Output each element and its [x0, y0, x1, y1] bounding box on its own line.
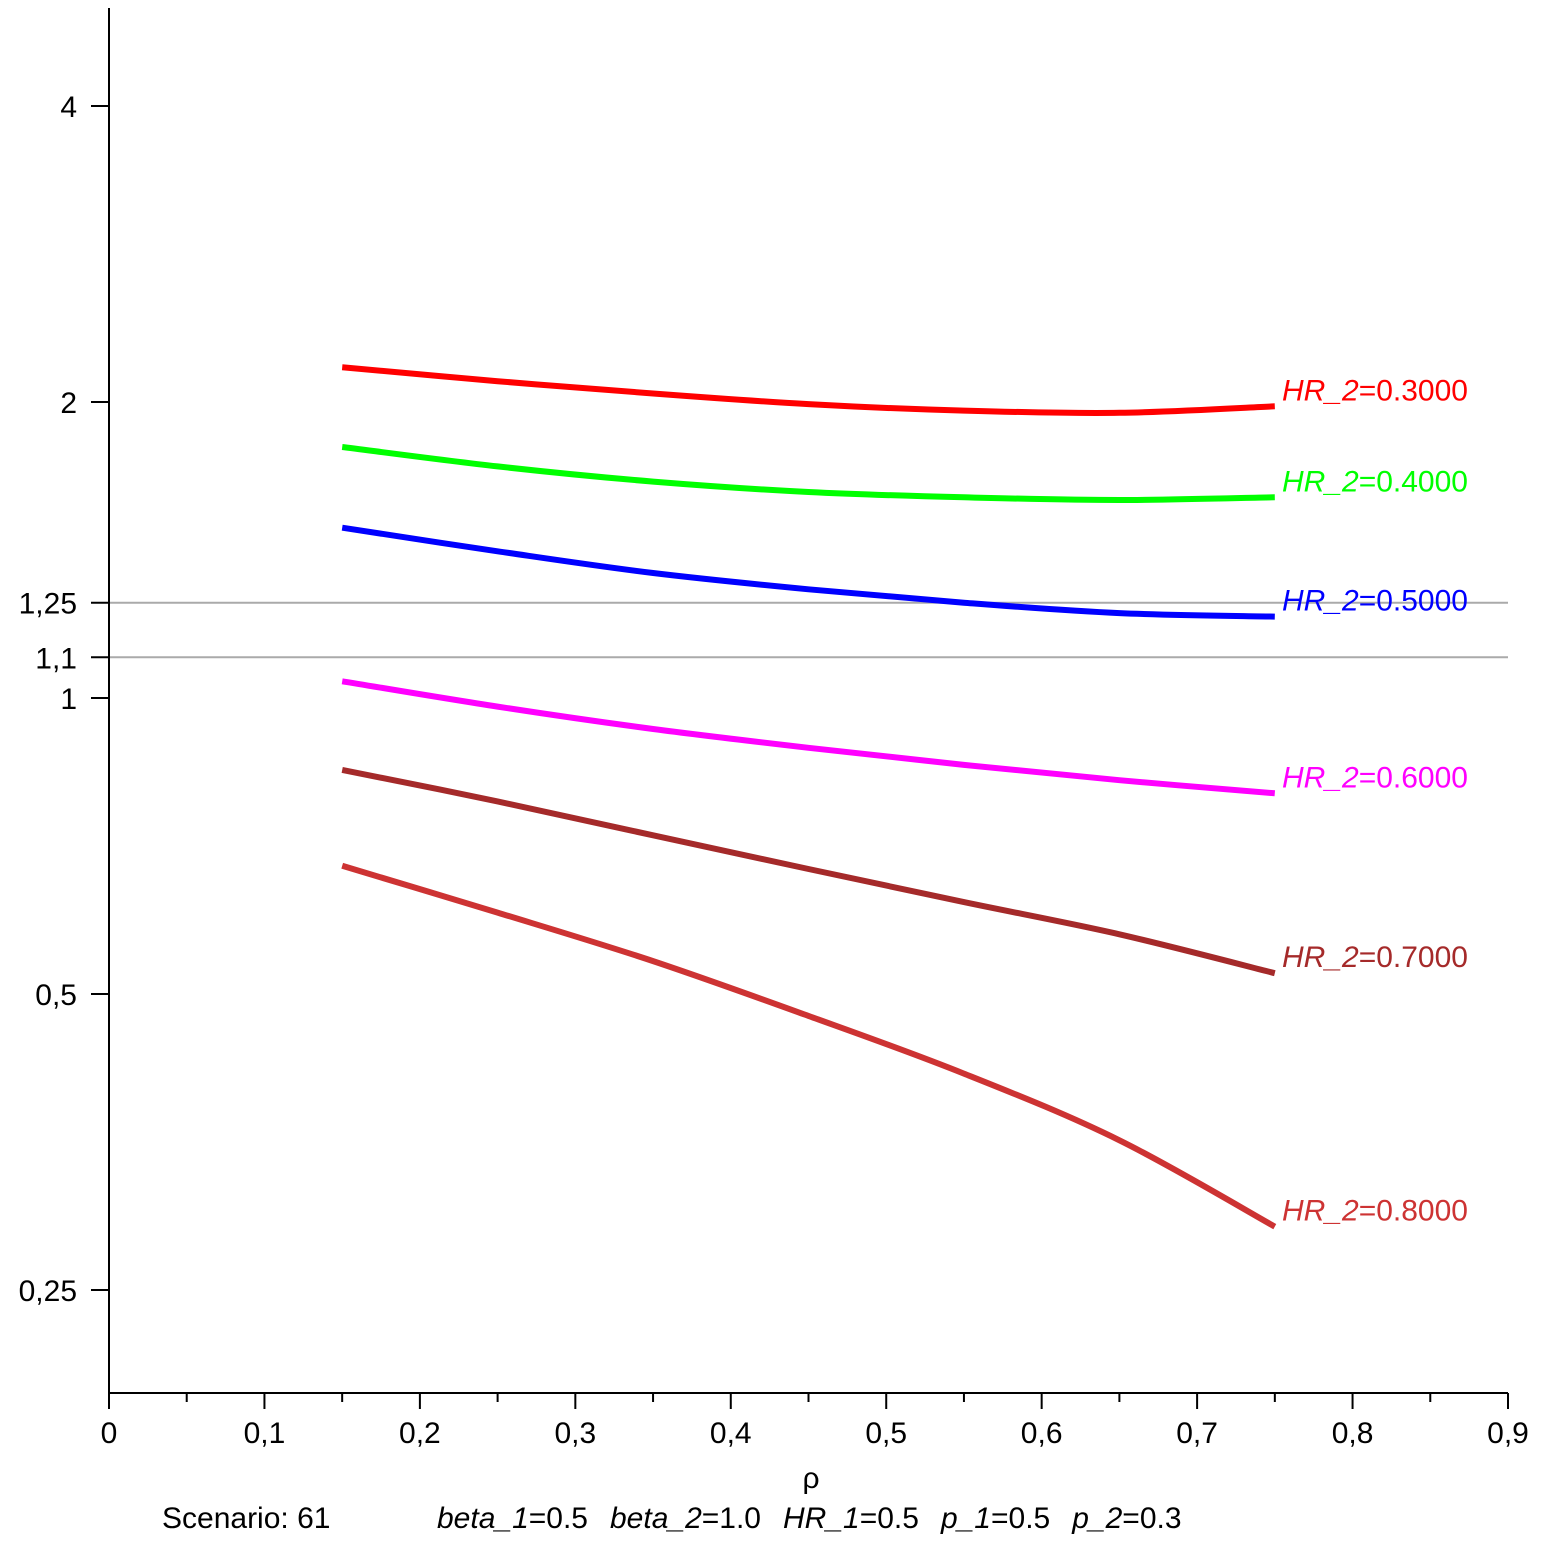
series-line-3 [341, 524, 1275, 620]
y-tick-label: 0,25 [19, 1275, 77, 1308]
series-label-value: =0.8000 [1359, 1195, 1468, 1228]
y-tick-label: 1,25 [19, 588, 77, 621]
series-label-value: =0.5000 [1359, 585, 1468, 618]
caption-scenario: Scenario: 61 [162, 1502, 330, 1535]
series-label-var: HR_2 [1282, 1195, 1359, 1228]
axes: 0 0,1 0,2 0,3 0,4 0,5 0,6 0,7 0,8 0,9 4 2 1,25 1,1 1 0,… [19, 8, 1529, 1450]
series-label-2: HR_2=0.4000 [1282, 465, 1468, 498]
series-line-1 [341, 364, 1275, 416]
y-tick-label: 4 [60, 91, 77, 124]
x-tick-label: 0,4 [710, 1417, 752, 1450]
series-line-2 [341, 444, 1275, 503]
series-label-value: =0.4000 [1359, 465, 1468, 498]
caption-param-value: =1.0 [702, 1502, 761, 1535]
series-label-value: =0.7000 [1359, 941, 1468, 974]
series-label-3: HR_2=0.5000 [1282, 585, 1468, 618]
x-tick-label: 0,7 [1176, 1417, 1218, 1450]
x-tick-label: 0,1 [244, 1417, 286, 1450]
series-label-6: HR_2=0.8000 [1282, 1195, 1468, 1228]
series-line-6 [341, 862, 1277, 1230]
series-label-1: HR_2=0.3000 [1282, 374, 1468, 407]
series-label-value: =0.6000 [1359, 761, 1468, 794]
caption-param-name: p_1 [940, 1502, 991, 1535]
series-label-5: HR_2=0.7000 [1282, 941, 1468, 974]
reference-lines [109, 601, 1508, 659]
x-tick-label: 0,6 [1021, 1417, 1063, 1450]
chart-caption: Scenario: 61 beta_1=0.5 beta_2=1.0 HR_1=0.5… [162, 1502, 1182, 1535]
series-label-var: HR_2 [1282, 941, 1359, 974]
caption-param-value: =0.5 [991, 1502, 1050, 1535]
x-tick-label: 0,2 [399, 1417, 441, 1450]
x-tick-label: 0,5 [865, 1417, 907, 1450]
series-label-4: HR_2=0.6000 [1282, 761, 1468, 794]
caption-param-value: =0.3 [1122, 1502, 1181, 1535]
y-tick-label: 1,1 [35, 642, 77, 675]
series-curves [341, 364, 1277, 1230]
series-labels: HR_2=0.3000HR_2=0.4000HR_2=0.5000HR_2=0.… [1282, 374, 1468, 1227]
x-tick-label: 0 [101, 1417, 118, 1450]
series-line-4 [341, 678, 1276, 797]
series-label-value: =0.3000 [1359, 374, 1468, 407]
y-tick-label: 0,5 [35, 979, 77, 1012]
x-axis-label: ρ [802, 1462, 819, 1495]
series-label-var: HR_2 [1282, 761, 1359, 794]
caption-param-name: p_2 [1071, 1502, 1122, 1535]
series-label-var: HR_2 [1282, 585, 1359, 618]
caption-param-name: HR_1 [783, 1502, 860, 1535]
x-tick-label: 0,8 [1332, 1417, 1374, 1450]
x-tick-label: 0,9 [1487, 1417, 1529, 1450]
caption-param-name: beta_2 [610, 1502, 702, 1535]
series-line-5 [341, 766, 1276, 977]
series-label-var: HR_2 [1282, 465, 1359, 498]
caption-param-name: beta_1 [437, 1502, 529, 1535]
y-tick-label: 1 [60, 683, 77, 716]
series-label-var: HR_2 [1282, 374, 1359, 407]
y-tick-label: 2 [60, 387, 77, 420]
caption-param-value: =0.5 [860, 1502, 919, 1535]
x-tick-label: 0,3 [554, 1417, 596, 1450]
caption-param-value: =0.5 [529, 1502, 588, 1535]
